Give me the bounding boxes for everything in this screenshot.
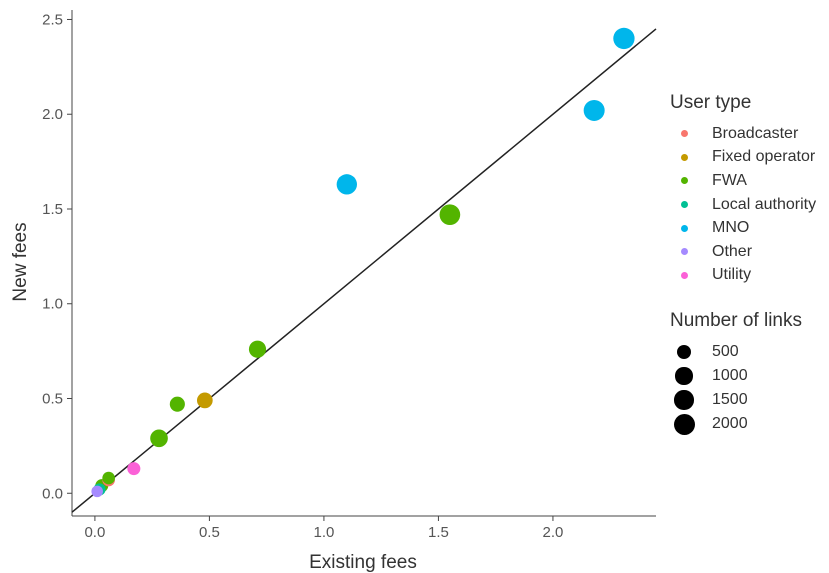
size-legend-swatch [670, 390, 698, 410]
legend-swatch [670, 130, 698, 138]
data-point-utility [127, 462, 141, 476]
size-legend-item: 1500 [670, 388, 802, 412]
y-tick-label: 2.5 [42, 11, 63, 28]
legend-dot [680, 248, 688, 256]
legend-label: Broadcaster [712, 124, 799, 142]
color-legend: User type Broadcaster Fixed operator FWA Lo… [670, 92, 816, 287]
size-legend-swatch [670, 344, 698, 360]
y-axis-title: New fees [10, 222, 31, 301]
size-legend-label: 500 [712, 343, 739, 360]
size-legend: Number of links 500 1000 1500 2000 [670, 310, 802, 436]
x-axis-ticks: 0.0 0.5 1.0 1.5 2.0 [84, 516, 563, 541]
legend-label: Local authority [712, 195, 817, 213]
legend-swatch [670, 224, 698, 232]
data-point-fwa [150, 429, 168, 448]
size-legend-swatch [670, 367, 698, 385]
data-points [91, 27, 635, 498]
x-tick-label: 2.0 [543, 524, 564, 541]
data-point-other [91, 485, 103, 498]
legend-item-other: Other [670, 240, 816, 264]
color-legend-title: User type [670, 92, 752, 113]
legend-item-fixed-operator: Fixed operator [670, 146, 816, 170]
y-tick-label: 2.0 [42, 106, 63, 123]
y-axis-ticks: 0.0 0.5 1.0 1.5 2.0 2.5 [42, 11, 72, 502]
legend-label: FWA [712, 171, 747, 189]
data-point-fwa [439, 204, 461, 226]
data-point-mno [613, 27, 635, 50]
legend-item-broadcaster: Broadcaster [670, 122, 816, 146]
legend-dot [680, 153, 688, 161]
legend-dot [680, 271, 688, 279]
size-legend-label: 1500 [712, 391, 748, 408]
color-legend-items: Broadcaster Fixed operator FWA Local author… [670, 122, 816, 287]
legend-label: Utility [712, 266, 752, 284]
size-legend-label: 1000 [712, 367, 748, 384]
size-legend-dot [676, 344, 692, 360]
y-tick-label: 0.0 [42, 485, 63, 502]
data-point-fixed-operator [196, 392, 213, 409]
legend-item-mno: MNO [670, 216, 816, 240]
data-point-mno [583, 99, 605, 121]
legend-item-local-authority: Local authority [670, 193, 816, 217]
legend-swatch [670, 153, 698, 161]
legend-dot [680, 224, 688, 232]
size-legend-title: Number of links [670, 310, 802, 331]
size-legend-item: 1000 [670, 364, 802, 388]
reference-line [71, 28, 657, 513]
legend-item-fwa: FWA [670, 169, 816, 193]
legend-label: Fixed operator [712, 148, 816, 166]
legend-swatch [670, 177, 698, 185]
legend-dot [680, 201, 688, 209]
y-tick-label: 1.0 [42, 296, 63, 313]
legend-swatch [670, 201, 698, 209]
legend-dot [680, 130, 688, 138]
size-legend-swatch [670, 413, 698, 435]
legend-dot [680, 177, 688, 185]
size-legend-item: 500 [670, 340, 802, 364]
size-legend-label: 2000 [712, 415, 748, 432]
data-point-mno [336, 174, 357, 195]
size-legend-dot [673, 413, 695, 435]
size-legend-dot [675, 367, 693, 385]
legend-item-utility: Utility [670, 264, 816, 288]
x-axis-title: Existing fees [309, 552, 417, 573]
x-tick-label: 1.5 [428, 524, 449, 541]
legend-swatch [670, 248, 698, 256]
y-tick-label: 1.5 [42, 201, 63, 218]
x-tick-label: 0.0 [84, 524, 105, 541]
legend-label: MNO [712, 219, 750, 237]
x-tick-label: 1.0 [313, 524, 334, 541]
size-legend-dot [674, 390, 694, 410]
x-tick-label: 0.5 [199, 524, 220, 541]
size-legend-items: 500 1000 1500 2000 [670, 340, 802, 436]
data-point-fwa [102, 471, 115, 485]
legend-label: Other [712, 242, 753, 260]
y-tick-label: 0.5 [42, 391, 63, 408]
axes [71, 10, 656, 517]
legend-swatch [670, 271, 698, 279]
data-point-fwa [248, 340, 267, 358]
size-legend-item: 2000 [670, 412, 802, 436]
data-point-fwa [169, 396, 185, 412]
